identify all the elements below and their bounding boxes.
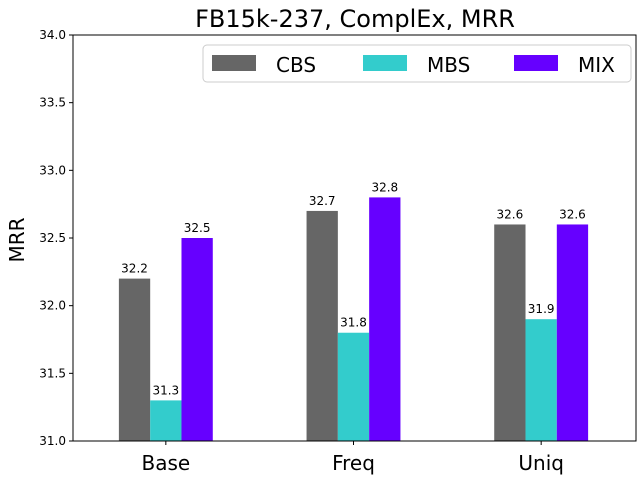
data-label: 31.9 bbox=[528, 302, 555, 316]
y-tick-label: 32.0 bbox=[39, 299, 66, 313]
data-label: 32.2 bbox=[121, 262, 148, 276]
plot-area: 31.0 31.5 32.0 32.5 33.0 33.5 34.0 32.2 31.3 32.5… bbox=[39, 28, 637, 475]
legend-swatch-cbs bbox=[212, 55, 256, 71]
chart-title: FB15k-237, ComplEx, MRR bbox=[195, 5, 515, 33]
bar-cbs-uniq bbox=[494, 224, 526, 441]
bar-mbs-base bbox=[150, 400, 182, 441]
bar-mbs-uniq bbox=[525, 319, 557, 441]
legend-box bbox=[202, 44, 632, 83]
data-label: 32.8 bbox=[371, 180, 398, 194]
legend-swatch-mix bbox=[514, 55, 558, 71]
legend-label-mix: MIX bbox=[578, 53, 615, 77]
data-label: 32.6 bbox=[497, 207, 524, 221]
bar-mbs-freq bbox=[337, 332, 370, 441]
bar-mix-freq bbox=[369, 197, 401, 441]
y-tick-label: 31.0 bbox=[39, 434, 66, 448]
data-label: 32.6 bbox=[559, 207, 586, 221]
y-axis-label: MRR bbox=[5, 217, 29, 262]
y-tick-label: 33.5 bbox=[39, 96, 66, 110]
legend-label-cbs: CBS bbox=[276, 53, 316, 77]
y-tick-label: 32.5 bbox=[39, 231, 66, 245]
legend-swatch-mbs bbox=[363, 55, 407, 71]
bar-cbs-base bbox=[118, 278, 151, 441]
bar-mix-uniq bbox=[556, 224, 589, 441]
data-label: 32.7 bbox=[309, 194, 336, 208]
bar-mix-base bbox=[181, 238, 213, 441]
x-tick-label: Uniq bbox=[518, 451, 564, 475]
bar-cbs-freq bbox=[306, 210, 338, 441]
plot-frame bbox=[72, 34, 637, 442]
x-tick-label: Freq bbox=[332, 451, 375, 475]
y-tick-label: 33.0 bbox=[39, 163, 66, 177]
data-label: 31.8 bbox=[340, 316, 367, 330]
data-label: 31.3 bbox=[152, 383, 179, 397]
data-label: 32.5 bbox=[184, 221, 211, 235]
x-tick-label: Base bbox=[141, 451, 190, 475]
legend: CBS MBS MIX bbox=[202, 44, 632, 83]
y-tick-label: 34.0 bbox=[39, 28, 66, 42]
y-tick-label: 31.5 bbox=[39, 366, 66, 380]
legend-label-mbs: MBS bbox=[427, 53, 470, 77]
